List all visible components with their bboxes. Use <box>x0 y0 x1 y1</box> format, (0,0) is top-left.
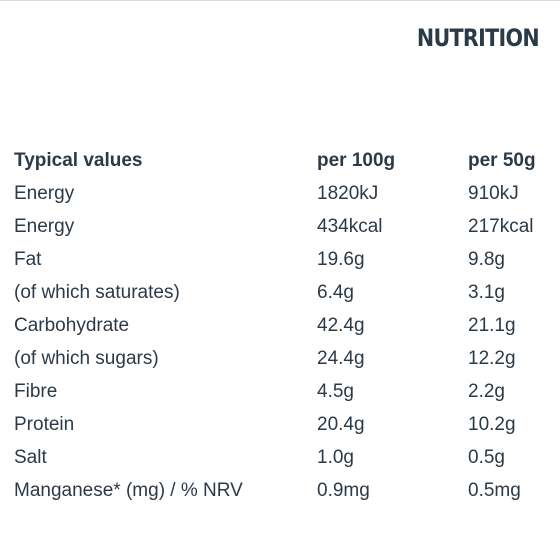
value-per-50g: 0.5g <box>468 446 505 468</box>
nutrition-table: Typical values per 100g per 50g Energy 1… <box>14 144 560 507</box>
value-per-50g: 2.2g <box>468 380 505 402</box>
header-per-100g: per 100g <box>317 149 396 171</box>
table-row: Energy 1820kJ 910kJ <box>14 177 560 210</box>
nutrient-name: Manganese* (mg) / % NRV <box>14 479 243 501</box>
nutrient-name: (of which sugars) <box>14 347 159 369</box>
top-divider <box>0 0 560 1</box>
table-row: Energy 434kcal 217kcal <box>14 210 560 243</box>
value-per-100g: 4.5g <box>317 380 354 402</box>
value-per-50g: 10.2g <box>468 413 516 435</box>
table-row: Carbohydrate 42.4g 21.1g <box>14 309 560 342</box>
table-row: Fibre 4.5g 2.2g <box>14 375 560 408</box>
nutrient-name: Fibre <box>14 380 58 402</box>
value-per-50g: 910kJ <box>468 182 519 204</box>
nutrient-name: Protein <box>14 413 75 435</box>
nutrient-name: Energy <box>14 215 75 237</box>
value-per-50g: 3.1g <box>468 281 505 303</box>
value-per-100g: 0.9mg <box>317 479 370 501</box>
header-typical-values: Typical values <box>14 149 143 171</box>
value-per-50g: 217kcal <box>468 215 534 237</box>
value-per-100g: 434kcal <box>317 215 383 237</box>
nutrient-name: Fat <box>14 248 42 270</box>
value-per-50g: 12.2g <box>468 347 516 369</box>
table-row: Fat 19.6g 9.8g <box>14 243 560 276</box>
nutrient-name: (of which saturates) <box>14 281 180 303</box>
header-per-50g: per 50g <box>468 149 536 171</box>
section-heading: NUTRITION <box>416 24 540 52</box>
table-row: Protein 20.4g 10.2g <box>14 408 560 441</box>
value-per-100g: 24.4g <box>317 347 365 369</box>
value-per-100g: 6.4g <box>317 281 354 303</box>
value-per-100g: 19.6g <box>317 248 365 270</box>
table-header-row: Typical values per 100g per 50g <box>14 144 560 177</box>
value-per-100g: 1.0g <box>317 446 354 468</box>
value-per-50g: 21.1g <box>468 314 516 336</box>
nutrient-name: Salt <box>14 446 47 468</box>
value-per-50g: 9.8g <box>468 248 505 270</box>
table-row: (of which saturates) 6.4g 3.1g <box>14 276 560 309</box>
table-row: Salt 1.0g 0.5g <box>14 441 560 474</box>
nutrient-name: Energy <box>14 182 75 204</box>
table-row: Manganese* (mg) / % NRV 0.9mg 0.5mg <box>14 474 560 507</box>
value-per-100g: 1820kJ <box>317 182 379 204</box>
nutrient-name: Carbohydrate <box>14 314 130 336</box>
value-per-100g: 42.4g <box>317 314 365 336</box>
table-row: (of which sugars) 24.4g 12.2g <box>14 342 560 375</box>
value-per-100g: 20.4g <box>317 413 365 435</box>
value-per-50g: 0.5mg <box>468 479 521 501</box>
